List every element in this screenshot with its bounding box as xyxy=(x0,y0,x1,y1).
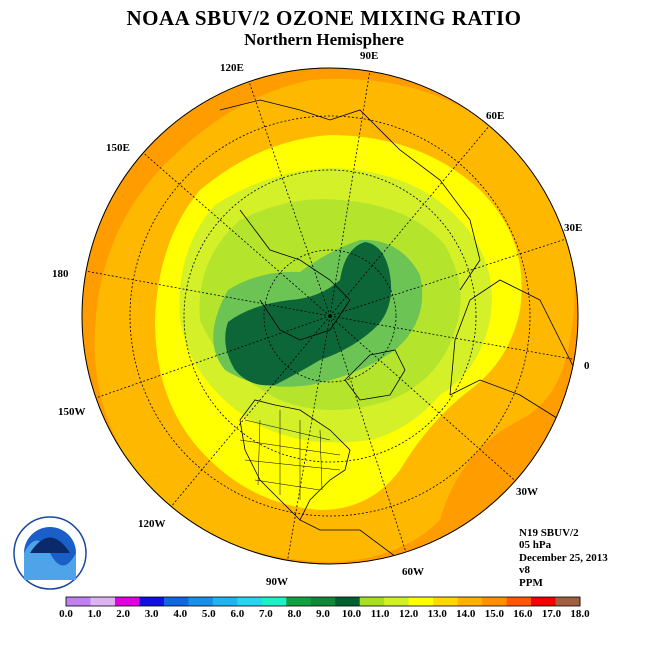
us-state-borders xyxy=(239,410,341,500)
lon-label-60e: 60E xyxy=(486,110,505,122)
colorbar-tick-label: 13.0 xyxy=(427,608,447,620)
meridian-60w xyxy=(329,315,411,564)
noaa-logo xyxy=(13,516,87,590)
meridian-60e xyxy=(329,124,491,317)
graticule xyxy=(82,68,578,564)
colorbar-border xyxy=(65,596,581,607)
colorbar-tick-label: 1.0 xyxy=(87,608,102,620)
colorbar-swatch xyxy=(433,597,459,606)
coast-europe-africa xyxy=(449,279,578,421)
colorbar-swatch xyxy=(310,597,336,606)
colorbar-swatch xyxy=(212,597,238,606)
colorbar-tick-label: 8.0 xyxy=(287,608,302,620)
coast-arctic xyxy=(239,209,351,341)
colorbar-tick-label: 14.0 xyxy=(456,608,476,620)
colorbar-tick-label: 6.0 xyxy=(230,608,245,620)
meridian-90e xyxy=(329,69,371,317)
lon-label-30e: 30E xyxy=(564,222,583,234)
colorbar-tick-label: 12.0 xyxy=(399,608,419,620)
colorbar-tick-label: 5.0 xyxy=(201,608,216,620)
lat-circle-45n xyxy=(129,115,531,517)
colorbar-swatch xyxy=(482,597,508,606)
info-units: PPM xyxy=(519,576,543,589)
coast-north-america-east xyxy=(239,399,411,564)
lon-label-30w: 30W xyxy=(516,486,538,498)
colorbar-tick-label: 0.0 xyxy=(59,608,73,620)
meridian-120w xyxy=(159,315,331,521)
colorbar-tick-label: 10.0 xyxy=(341,608,362,620)
meridian-30e xyxy=(329,235,576,317)
colorbar-swatch xyxy=(66,597,91,606)
meridian-0 xyxy=(329,315,578,361)
colorbar-swatch xyxy=(555,597,581,606)
colorbar-swatch xyxy=(408,597,434,606)
colorbar-tick-label: 7.0 xyxy=(259,608,273,620)
colorbar-tick-label: 11.0 xyxy=(370,608,390,620)
info-block: N19 SBUV/2 05 hPa December 25, 2013 v8 P… xyxy=(519,527,608,589)
colorbar-swatch xyxy=(457,597,483,606)
colorbar-swatch xyxy=(506,597,532,606)
colorbar-tick-label: 16.0 xyxy=(513,608,533,620)
noaa-logo-bird xyxy=(30,537,70,553)
info-instrument: N19 SBUV/2 xyxy=(519,527,579,539)
colorbar-swatch xyxy=(359,597,385,606)
lon-label-90e: 90E xyxy=(360,50,379,62)
colorbar-swatch xyxy=(90,597,116,606)
colorbar-tick-label: 15.0 xyxy=(484,608,504,620)
page-subtitle: Northern Hemisphere xyxy=(244,30,404,49)
lon-label-120w: 120W xyxy=(138,518,166,530)
lon-label-120e: 120E xyxy=(220,62,244,74)
colorbar-swatch xyxy=(384,597,410,606)
lat-circle-75n xyxy=(263,249,397,383)
colorbar-swatch xyxy=(114,597,140,606)
lon-label-0: 0 xyxy=(584,360,590,372)
colorbar-swatch xyxy=(139,597,165,606)
map-boundary xyxy=(81,67,579,565)
state-lines xyxy=(239,410,341,500)
coastlines xyxy=(219,99,578,564)
lon-label-150e: 150E xyxy=(106,142,130,154)
colorbar-swatch xyxy=(261,597,287,606)
colorbar-swatch xyxy=(286,597,312,606)
colorbar-tick-label: 4.0 xyxy=(173,608,188,620)
coast-north-america-west xyxy=(239,419,301,521)
colorbar-swatch xyxy=(188,597,214,606)
info-date: December 25, 2013 xyxy=(519,551,608,564)
colorbar-swatch xyxy=(531,597,557,606)
coast-greenland xyxy=(344,349,406,401)
lon-label-180: 180 xyxy=(52,268,69,280)
page-title: NOAA SBUV/2 OZONE MIXING RATIO xyxy=(126,6,522,30)
info-level: 05 hPa xyxy=(519,539,552,552)
colorbar-tick-label: 9.0 xyxy=(316,608,330,620)
meridian-120e xyxy=(244,69,331,317)
colorbar-tick-label: 18.0 xyxy=(570,608,590,620)
colorbar-swatch xyxy=(163,597,189,606)
lon-label-150w: 150W xyxy=(58,406,86,418)
ozone-field xyxy=(82,68,578,564)
lon-label-60w: 60W xyxy=(402,566,424,578)
colorbar-tick-label: 2.0 xyxy=(116,608,130,620)
lat-circle-60n xyxy=(183,169,477,463)
info-version: v8 xyxy=(519,564,530,577)
colorbar-tick-label: 17.0 xyxy=(541,608,562,620)
coast-asia xyxy=(219,99,481,291)
colorbar-tick-label: 3.0 xyxy=(144,608,159,620)
colorbar-swatch xyxy=(237,597,263,606)
colorbar-swatch xyxy=(335,597,361,606)
lon-label-90w: 90W xyxy=(266,576,288,588)
contour-band-8-9 xyxy=(225,242,392,386)
